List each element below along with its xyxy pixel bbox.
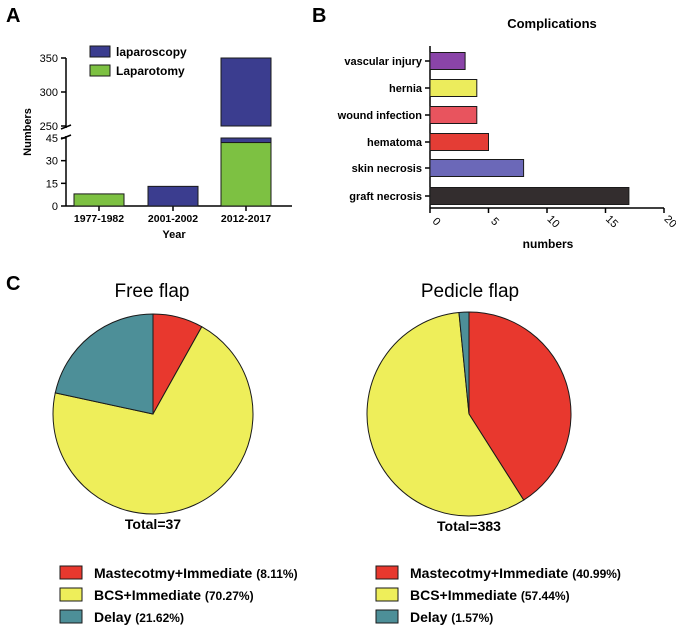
x-tick-label: 20 bbox=[662, 213, 676, 230]
legend-swatch bbox=[59, 609, 83, 624]
legend-label-pct: (70.27%) bbox=[205, 589, 254, 603]
legend-label: Mastecotmy+Immediate (8.11%) bbox=[94, 565, 298, 581]
bar-wound-infection bbox=[429, 106, 478, 124]
y-tick-label: 30 bbox=[46, 156, 58, 168]
legend-swatch-laparoscopy bbox=[89, 45, 111, 58]
legend-swatch bbox=[59, 587, 83, 602]
chart-title: Complications bbox=[507, 16, 597, 31]
y-tick-label: wound infection bbox=[337, 110, 423, 122]
x-tick-label: 1977-1982 bbox=[74, 213, 124, 225]
y-tick-label: 300 bbox=[40, 87, 58, 99]
bar-hernia bbox=[429, 79, 478, 97]
bar-graft-necrosis bbox=[429, 187, 630, 205]
y-tick-label: 15 bbox=[46, 178, 58, 190]
legend-swatch bbox=[59, 565, 83, 580]
bar-vascular-injury bbox=[429, 52, 466, 70]
x-axis-label: numbers bbox=[523, 237, 574, 251]
y-tick-label: hernia bbox=[389, 83, 423, 95]
chart-b-complications-bar: Complications 0 5 10 15 20 numbers vascular inj… bbox=[337, 16, 676, 251]
legend-label: BCS+Immediate (57.44%) bbox=[410, 587, 570, 603]
bar-laparotomy-1977-1982 bbox=[73, 193, 125, 207]
legend-label: BCS+Immediate (70.27%) bbox=[94, 587, 254, 603]
pie-total-label: Total=383 bbox=[437, 518, 501, 534]
x-axis-label: Year bbox=[162, 229, 186, 241]
x-tick-label: 5 bbox=[488, 215, 501, 228]
legend-label-name: BCS+Immediate bbox=[410, 587, 521, 603]
pie-title: Free flap bbox=[115, 281, 190, 302]
axis-break-mark bbox=[60, 124, 72, 130]
y-tick-label: 0 bbox=[52, 201, 58, 213]
pie-total-label: Total=37 bbox=[125, 516, 181, 532]
panel-label-c: C bbox=[6, 273, 20, 295]
legend-swatch bbox=[375, 565, 399, 580]
pie-title: Pedicle flap bbox=[421, 281, 519, 302]
bar-laparoscopy-2012-2017 bbox=[220, 137, 272, 144]
legend-label-pct: (57.44%) bbox=[521, 589, 570, 603]
legend-label-name: BCS+Immediate bbox=[94, 587, 205, 603]
pie-slice-delay bbox=[458, 311, 470, 415]
panel-label-b: B bbox=[312, 5, 326, 27]
legend-label-pct: (1.57%) bbox=[451, 611, 493, 625]
y-tick-label: skin necrosis bbox=[352, 163, 422, 175]
x-tick-label: 0 bbox=[430, 215, 443, 228]
legend-label-name: Mastecotmy+Immediate bbox=[410, 565, 572, 581]
y-tick-label: 250 bbox=[40, 121, 58, 133]
legend-label-name: Mastecotmy+Immediate bbox=[94, 565, 256, 581]
legend-label: Mastecotmy+Immediate (40.99%) bbox=[410, 565, 621, 581]
legend-swatch-laparotomy bbox=[89, 64, 111, 77]
legend-label-pct: (40.99%) bbox=[572, 567, 621, 581]
chart-c-free-flap-pie: Free flap Total=37 Mastecotmy+Immediate (8… bbox=[52, 281, 298, 625]
legend-label: Delay (1.57%) bbox=[410, 609, 493, 625]
legend-swatch bbox=[375, 609, 399, 624]
chart-c-pedicle-flap-pie: Pedicle flap Total=383 Mastecotmy+Immediat… bbox=[366, 281, 621, 625]
x-tick-label: 2001-2002 bbox=[148, 213, 198, 225]
pie-slice-mastecotmy-immediate bbox=[468, 311, 572, 501]
legend-label-name: Delay bbox=[94, 609, 135, 625]
pie-slice-bcs-immediate bbox=[366, 311, 525, 517]
pie-slice-bcs-immediate bbox=[52, 326, 254, 515]
bar-laparotomy-2012-2017 bbox=[220, 142, 272, 207]
y-axis-label: Numbers bbox=[22, 108, 34, 156]
x-tick-label: 2012-2017 bbox=[221, 213, 271, 225]
legend-label-laparoscopy: laparoscopy bbox=[116, 45, 187, 59]
legend-label: Delay (21.62%) bbox=[94, 609, 184, 625]
legend-label-name: Delay bbox=[410, 609, 451, 625]
legend-label-pct: (8.11%) bbox=[256, 567, 297, 581]
legend-label-pct: (21.62%) bbox=[135, 611, 184, 625]
y-tick-label: graft necrosis bbox=[349, 191, 422, 203]
x-tick-label: 15 bbox=[603, 213, 620, 230]
y-tick-label: 350 bbox=[40, 53, 58, 65]
legend-swatch bbox=[375, 587, 399, 602]
pie-slice-delay bbox=[54, 313, 154, 415]
bar-hematoma bbox=[429, 133, 489, 151]
bar-laparoscopy-2001-2002 bbox=[147, 185, 199, 207]
legend-label-laparotomy: Laparotomy bbox=[116, 64, 185, 78]
panel-label-a: A bbox=[6, 5, 20, 27]
x-tick-label: 10 bbox=[545, 213, 562, 230]
y-tick-label: hematoma bbox=[367, 137, 423, 149]
y-tick-label: 45 bbox=[46, 133, 58, 145]
bar-skin-necrosis bbox=[429, 159, 525, 177]
bar-laparoscopy-2012-2017 bbox=[220, 57, 272, 127]
y-tick-label: vascular injury bbox=[344, 56, 423, 68]
